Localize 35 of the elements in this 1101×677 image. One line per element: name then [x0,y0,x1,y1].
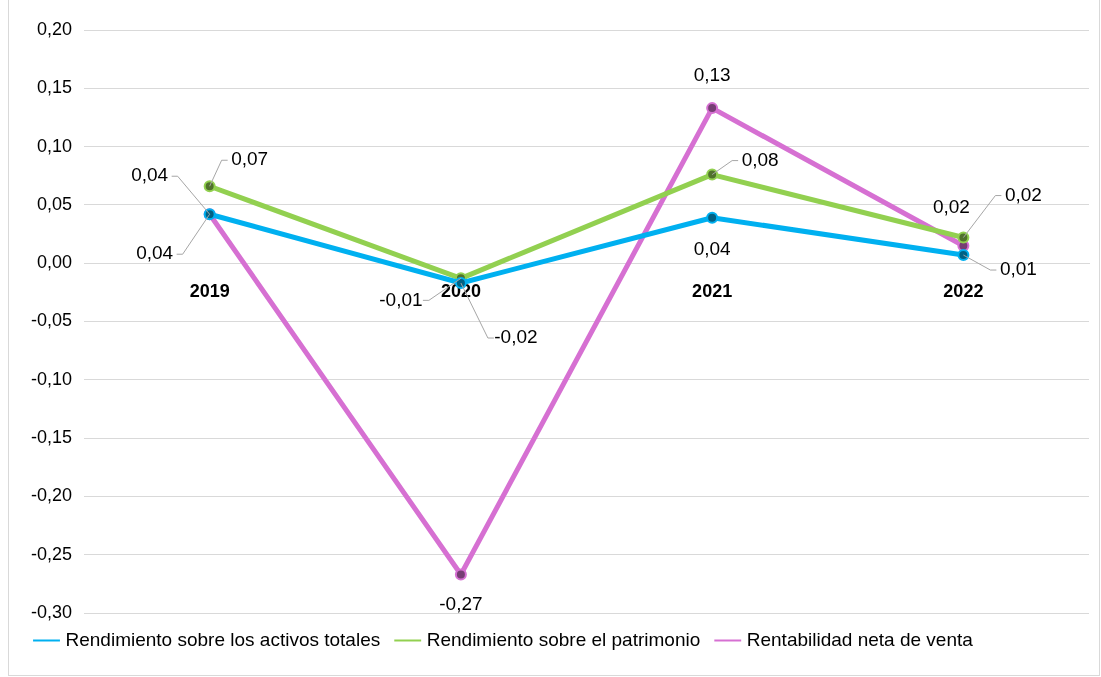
data-label: 0,04 [136,242,174,264]
y-tick-label: -0,25 [31,543,73,564]
data-label: -0,01 [379,288,423,310]
y-tick-label: -0,05 [31,310,73,331]
y-tick-label: 0,15 [36,77,73,98]
data-label: 0,02 [1004,183,1042,205]
data-label: -0,27 [439,592,483,614]
data-label: 0,02 [932,195,970,217]
point [706,102,719,115]
data-label: 0,01 [999,258,1037,280]
point [454,568,467,581]
point [706,211,719,224]
legend-label: Rendimiento sobre los activos totales [65,628,381,650]
y-tick-label: -0,30 [31,601,73,622]
y-tick-label: 0,20 [36,18,73,39]
data-label: 0,07 [231,148,269,170]
y-tick-label: 0,05 [36,193,73,214]
point [957,231,970,244]
x-tick-label: 2021 [692,280,733,301]
legend-label: Rentabilidad neta de venta [746,628,974,650]
y-tick-label: 0,10 [36,135,73,156]
y-tick-label: -0,10 [31,368,73,389]
data-label: 0,04 [693,237,732,259]
x-tick-label: 2022 [943,280,984,301]
point [706,168,719,181]
x-tick-label: 2019 [189,280,230,301]
data-label: 0,13 [693,64,731,86]
legend-label: Rendimiento sobre el patrimonio [426,628,701,650]
data-label: 0,08 [741,148,779,170]
data-label: 0,04 [131,164,169,186]
y-tick-label: -0,15 [31,427,73,448]
data-label: -0,02 [494,326,538,348]
y-tick-label: -0,20 [31,485,73,506]
point [203,180,216,193]
y-tick-label: 0,00 [36,252,73,273]
